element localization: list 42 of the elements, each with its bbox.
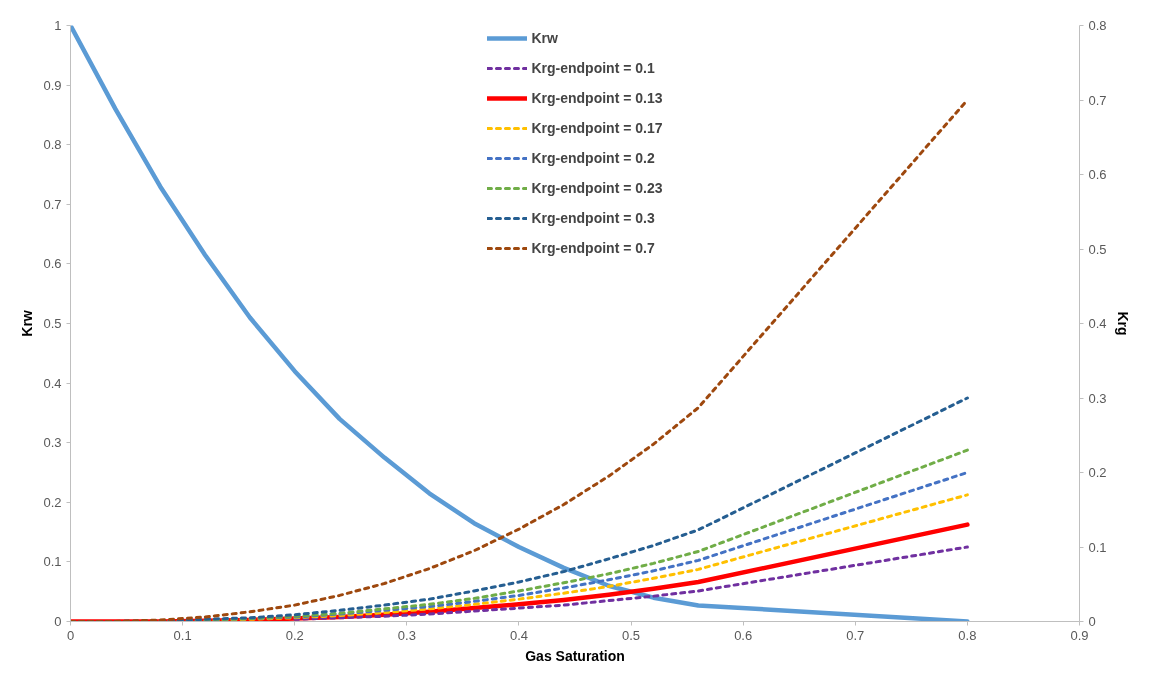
y-tick-label: 0.8	[43, 137, 62, 153]
x-tick-label: 0.4	[509, 627, 528, 643]
y-tick-label: 0.1	[43, 554, 62, 570]
legend-label: Krg-endpoint = 0.2	[531, 149, 655, 168]
y2-tick-label: 0.7	[1088, 92, 1107, 108]
y-tick-label: 0.4	[43, 375, 62, 391]
y-tick-label: 0.7	[43, 196, 62, 212]
legend-label: Krg-endpoint = 0.17	[531, 119, 663, 138]
legend-label: Krg-endpoint = 0.7	[531, 239, 655, 258]
line-series	[293, 545, 969, 621]
x-axis-title: Gas Saturation	[525, 647, 625, 664]
y2-tick-label: 0.2	[1088, 465, 1107, 480]
y2-tick-label: 0.8	[1088, 18, 1107, 33]
y2-tick-label: 0.4	[1088, 316, 1107, 331]
y-tick-label: 0.3	[43, 435, 62, 451]
y2-tick-label: 0	[1088, 614, 1096, 629]
y-tick-label: 1	[54, 18, 62, 33]
y-tick-label: 0.6	[43, 256, 62, 272]
y-tick-label: 0	[54, 614, 62, 629]
x-tick-label: 0.9	[1070, 627, 1089, 643]
legend-label: Krg-endpoint = 0.1	[531, 59, 655, 78]
x-tick-label: 0.2	[285, 627, 304, 643]
x-tick-label: 0	[66, 627, 75, 643]
y2-tick-label: 0.1	[1088, 539, 1107, 555]
legend-label: Krg-endpoint = 0.23	[531, 179, 663, 198]
legend-label: Krw	[531, 29, 558, 48]
y2-tick-label: 0.6	[1088, 167, 1107, 182]
x-tick-label: 0.5	[622, 627, 641, 643]
legend-label: Krg-endpoint = 0.3	[531, 209, 655, 228]
legend-label: Krg-endpoint = 0.13	[531, 89, 663, 108]
y-axis-title: Krw	[19, 310, 36, 337]
y2-tick-label: 0.5	[1088, 241, 1107, 257]
x-tick-label: 0.8	[958, 627, 977, 643]
y2-tick-label: 0.3	[1088, 390, 1107, 406]
x-tick-label: 0.7	[846, 627, 865, 643]
y-tick-label: 0.9	[43, 77, 62, 93]
x-tick-label: 0.6	[734, 627, 753, 643]
x-tick-label: 0.3	[397, 627, 416, 643]
x-tick-label: 0.1	[173, 627, 192, 643]
y-tick-label: 0.5	[43, 316, 62, 331]
y2-axis-title: Krg	[1114, 311, 1131, 336]
y-tick-label: 0.2	[43, 494, 62, 510]
